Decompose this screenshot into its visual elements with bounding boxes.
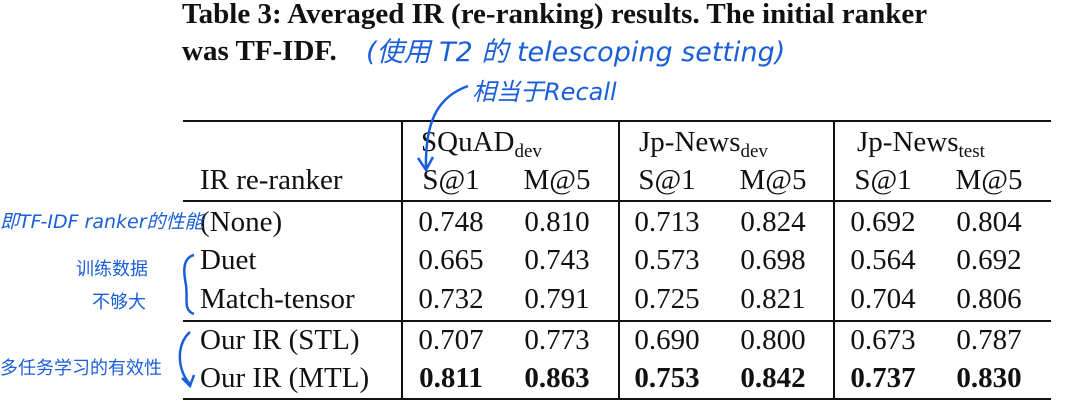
group-header-base: Jp-News	[639, 126, 741, 158]
table-cell: 0.725	[634, 283, 700, 315]
group-header-base: SQuAD	[421, 126, 515, 158]
row-label: Duet	[200, 244, 257, 276]
table-cell: 0.804	[956, 206, 1022, 238]
table-cell: 0.806	[956, 283, 1022, 315]
metric-header: M@5	[523, 164, 591, 196]
metric-header: S@1	[854, 164, 912, 196]
table-cell: 0.690	[634, 324, 700, 356]
row-label: Our IR (STL)	[200, 324, 360, 356]
table-cell: 0.842	[740, 362, 806, 394]
table-caption-line2: was TF-IDF.	[182, 35, 337, 67]
handwritten-data-note-1: 训练数据	[76, 259, 148, 280]
table-cell: 0.753	[634, 362, 700, 394]
table-cell: 0.800	[740, 324, 806, 356]
table-cell: 0.821	[740, 283, 806, 315]
header-rule	[183, 200, 1051, 202]
table-cell: 0.737	[850, 362, 916, 394]
midrule	[183, 320, 1051, 322]
table-cell: 0.830	[956, 362, 1022, 394]
column-divider-3	[833, 120, 835, 400]
recall-arrow	[424, 84, 469, 169]
group-header-base: Jp-News	[857, 126, 959, 158]
table-cell: 0.704	[850, 283, 916, 315]
table-cell: 0.743	[524, 244, 590, 276]
table-cell: 0.573	[634, 244, 700, 276]
table-caption-line1: Table 3: Averaged IR (re-ranking) result…	[182, 0, 928, 30]
mtl-brace	[178, 331, 191, 385]
row-label: Our IR (MTL)	[200, 362, 370, 394]
table-cell: 0.863	[524, 362, 590, 394]
table-cell: 0.713	[634, 206, 700, 238]
table-cell: 0.732	[418, 283, 484, 315]
column-divider-2	[618, 120, 620, 400]
recall-arrow-head	[416, 156, 435, 173]
row-label: Match-tensor	[200, 283, 355, 315]
bottom-rule	[183, 398, 1051, 400]
table-cell: 0.707	[418, 324, 484, 356]
group-header-jpnews-dev: Jp-Newsdev	[639, 125, 768, 169]
table-cell: 0.748	[418, 206, 484, 238]
handwritten-mtl-note: 多任务学习的有效性	[0, 358, 162, 379]
table-cell: 0.824	[740, 206, 806, 238]
ir-reranker-header: IR re-ranker	[200, 164, 343, 196]
group-header-sub: dev	[740, 141, 768, 162]
table-cell: 0.773	[524, 324, 590, 356]
group-header-sub: test	[958, 141, 985, 162]
table-cell: 0.564	[850, 244, 916, 276]
table-cell: 0.665	[418, 244, 484, 276]
metric-header: M@5	[739, 164, 807, 196]
column-divider-1	[401, 120, 403, 400]
handwritten-caption-note: (使用 T2 的 telescoping setting)	[366, 37, 786, 68]
row-label: (None)	[200, 206, 283, 238]
mtl-brace-head	[181, 374, 196, 389]
metric-header: M@5	[955, 164, 1023, 196]
top-rule	[183, 120, 1051, 122]
group-header-jpnews-test: Jp-Newstest	[857, 125, 985, 169]
table-cell: 0.673	[850, 324, 916, 356]
table-cell: 0.791	[524, 283, 590, 315]
table-cell: 0.698	[740, 244, 806, 276]
table-cell: 0.692	[850, 206, 916, 238]
group-header-squad: SQuADdev	[421, 125, 542, 169]
handwritten-data-note-2: 不够大	[92, 292, 146, 313]
metric-header: S@1	[422, 164, 480, 196]
handwritten-none-note: 即TF-IDF ranker的性能	[0, 211, 204, 233]
table-cell: 0.787	[956, 324, 1022, 356]
data-brace	[183, 253, 195, 316]
group-header-sub: dev	[514, 141, 542, 162]
metric-header: S@1	[638, 164, 696, 196]
table-cell: 0.692	[956, 244, 1022, 276]
handwritten-recall-note: 相当于Recall	[472, 78, 617, 106]
table-cell: 0.811	[419, 362, 483, 394]
table-cell: 0.810	[524, 206, 590, 238]
